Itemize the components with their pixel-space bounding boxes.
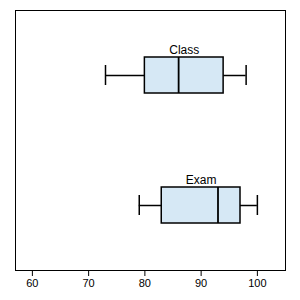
svg-text:70: 70: [83, 277, 95, 289]
svg-text:80: 80: [139, 277, 151, 289]
svg-text:Class: Class: [169, 43, 199, 57]
svg-text:100: 100: [248, 277, 266, 289]
svg-text:Exam: Exam: [186, 173, 217, 187]
svg-text:90: 90: [195, 277, 207, 289]
svg-text:60: 60: [26, 277, 38, 289]
